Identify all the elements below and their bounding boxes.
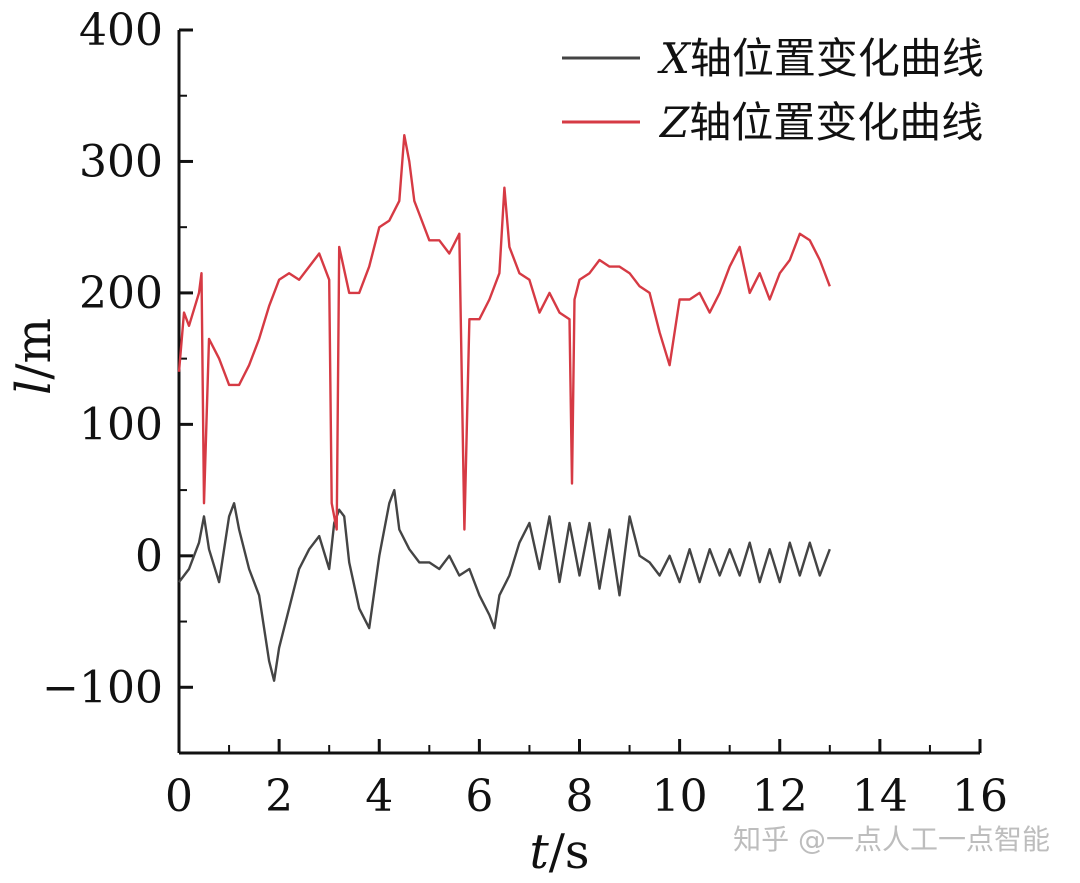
y-axis-title: l/m (6, 318, 62, 395)
y-tick-label: 400 (79, 5, 163, 56)
legend-label: X轴位置变化曲线 (657, 34, 984, 83)
y-tick-label: 200 (79, 268, 163, 319)
x-tick-label: 16 (952, 771, 1008, 822)
x-tick-label: 12 (752, 771, 808, 822)
series-line-z-axis (177, 134, 831, 531)
legend: X轴位置变化曲线 Z轴位置变化曲线 (562, 34, 984, 147)
y-tick-label: −100 (42, 662, 163, 713)
series-layer (177, 134, 831, 682)
x-axis-title: t/s (529, 824, 589, 880)
x-tick-label: 4 (365, 771, 393, 822)
legend-label: Z轴位置变化曲线 (658, 98, 983, 147)
x-tick-label: 6 (465, 771, 493, 822)
x-tick-label: 2 (265, 771, 293, 822)
y-tick-label: 100 (79, 399, 163, 450)
watermark-text: 知乎 @一点人工一点智能 (733, 823, 1050, 856)
y-tick-label: 300 (79, 136, 163, 187)
y-tick-label: 0 (135, 531, 163, 582)
x-tick-label: 0 (165, 771, 193, 822)
x-ticks: 0 2 4 6 8 10 12 14 16 (165, 739, 1008, 822)
y-ticks: −100 0 100 200 300 400 (42, 5, 193, 754)
x-tick-label: 10 (652, 771, 708, 822)
x-tick-label: 14 (852, 771, 908, 822)
series-line-x-axis (178, 488, 831, 682)
x-tick-label: 8 (566, 771, 594, 822)
